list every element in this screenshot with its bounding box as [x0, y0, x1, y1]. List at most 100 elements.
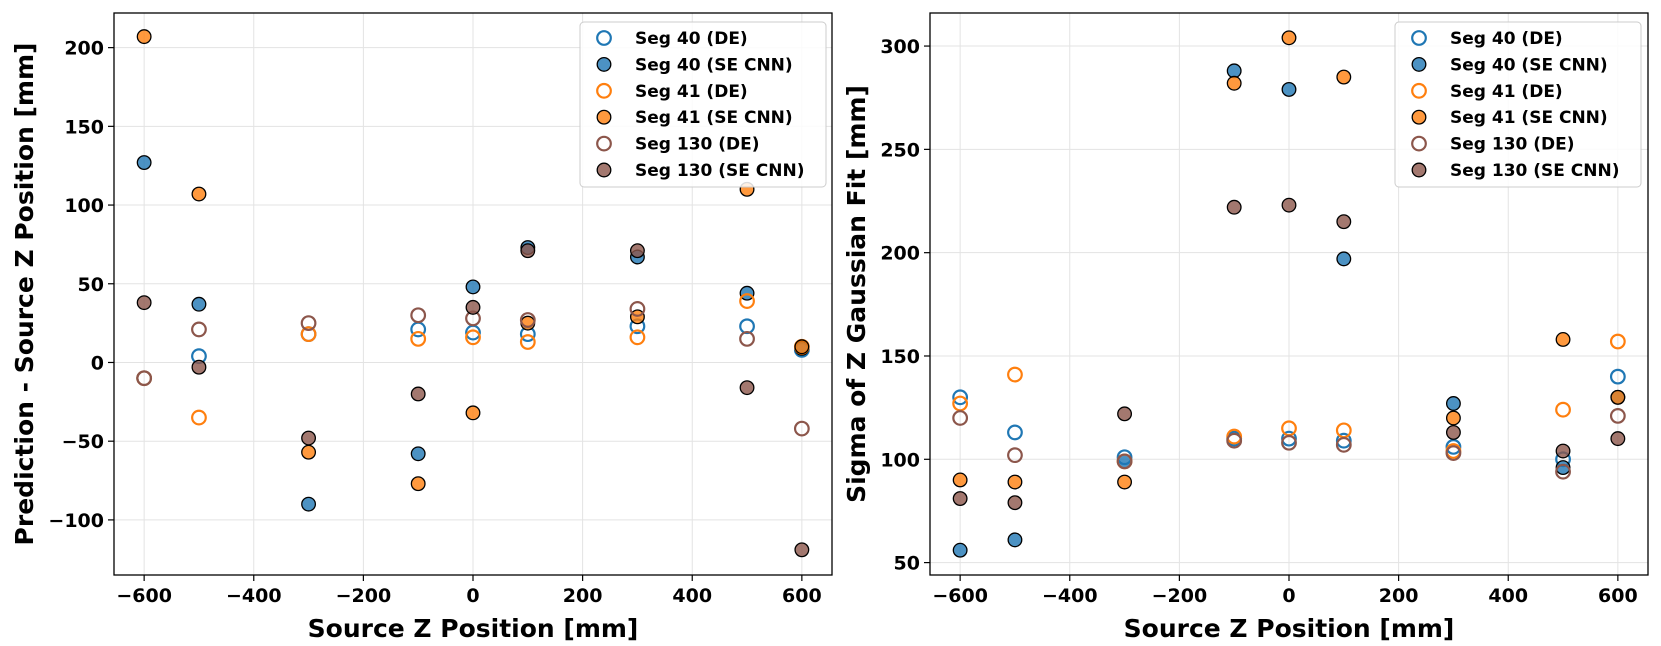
legend: Seg 40 (DE) Seg 40 (SE CNN) Seg 41 (DE) Seg…	[579, 21, 827, 188]
data-point	[1555, 401, 1571, 418]
data-point	[739, 330, 755, 347]
legend-label: Seg 41 (DE)	[1450, 82, 1563, 102]
legend-label: Seg 40 (SE CNN)	[1450, 55, 1608, 75]
legend-label: Seg 130 (SE CNN)	[1450, 161, 1620, 181]
legend-label: Seg 40 (DE)	[1450, 29, 1563, 49]
legend: Seg 40 (DE) Seg 40 (SE CNN) Seg 41 (DE) Seg…	[1394, 21, 1642, 188]
data-point	[739, 380, 755, 396]
data-point	[520, 243, 536, 259]
data-point	[465, 299, 481, 315]
series-seg-130-se-cnn	[952, 197, 1626, 511]
data-point	[1335, 432, 1352, 449]
data-point	[1226, 428, 1243, 445]
data-point	[1336, 69, 1352, 85]
data-point	[300, 315, 317, 332]
y-axis-label: Prediction - Source Z Position [mm]	[10, 43, 39, 546]
data-point	[1336, 251, 1352, 267]
data-point	[1609, 408, 1626, 424]
legend-marker	[1411, 135, 1427, 152]
series-seg-41-se-cnn	[952, 30, 1626, 490]
legend-label: Seg 130 (DE)	[635, 135, 760, 155]
y-tick-label: 150	[880, 346, 920, 368]
data-point	[952, 472, 968, 488]
data-point	[952, 542, 968, 558]
data-point	[136, 295, 152, 311]
data-point	[1007, 532, 1023, 548]
data-point	[1117, 474, 1133, 490]
data-point	[1281, 30, 1297, 46]
x-tick-label: 0	[466, 585, 479, 607]
data-point	[1007, 474, 1023, 490]
data-point	[410, 330, 427, 347]
data-point	[191, 321, 207, 338]
legend-marker	[1411, 109, 1427, 125]
data-point	[952, 491, 968, 507]
data-point	[1609, 333, 1626, 350]
data-point	[465, 279, 481, 295]
data-point	[465, 405, 481, 421]
data-point	[1281, 434, 1297, 451]
data-point	[410, 307, 427, 324]
data-point	[1226, 63, 1242, 79]
x-axis-label: Source Z Position [mm]	[1124, 614, 1455, 643]
y-tick-label: 100	[64, 195, 104, 217]
data-point	[629, 243, 645, 259]
x-tick-label: 200	[563, 585, 603, 607]
data-point	[410, 386, 426, 402]
series-seg-130-se-cnn	[136, 243, 810, 558]
data-point	[191, 359, 207, 375]
data-point	[952, 410, 969, 426]
data-point	[191, 296, 207, 312]
y-axis-label: Sigma of Z Gaussian Fit [mm]	[842, 85, 871, 503]
legend-marker	[596, 56, 612, 72]
data-point	[793, 420, 810, 437]
legend-marker	[1411, 162, 1427, 178]
data-point	[301, 430, 317, 446]
data-point	[1555, 332, 1571, 347]
y-tick-label: 200	[64, 38, 104, 60]
y-tick-label: 0	[91, 352, 104, 374]
y-tick-label: −100	[48, 510, 104, 532]
data-point	[1445, 438, 1462, 455]
data-point	[1555, 460, 1571, 476]
x-tick-label: 600	[782, 585, 822, 607]
data-point	[1007, 447, 1023, 464]
data-point	[1445, 396, 1461, 411]
data-point	[1555, 463, 1571, 480]
legend-marker	[1411, 30, 1427, 46]
x-tick-label: −600	[932, 585, 988, 607]
data-point	[1007, 366, 1023, 383]
data-point	[1445, 424, 1461, 440]
data-point	[300, 326, 317, 343]
data-point	[1007, 424, 1023, 441]
data-point	[1445, 445, 1462, 461]
data-point	[1281, 81, 1297, 97]
data-point	[1335, 436, 1352, 453]
legend-label: Seg 41 (SE CNN)	[635, 108, 793, 128]
x-tick-label: 600	[1598, 585, 1638, 607]
legend-label: Seg 130 (DE)	[1450, 135, 1575, 155]
data-point	[629, 301, 646, 317]
chart-panel-2: −600 −400 −200 0 200 400 600 50 100 150 200 250 300 S…	[842, 12, 1649, 643]
y-tick-label: 250	[880, 139, 920, 161]
y-tick-label: 100	[880, 449, 920, 471]
legend-marker	[596, 30, 612, 46]
data-point	[1226, 199, 1242, 215]
data-point	[465, 329, 481, 346]
data-point	[1610, 431, 1626, 447]
legend-label: Seg 40 (DE)	[635, 29, 748, 49]
data-point	[519, 312, 536, 328]
x-tick-label: 400	[1488, 585, 1528, 607]
y-tick-label: 300	[880, 36, 920, 58]
data-point	[1610, 389, 1626, 405]
data-point	[301, 496, 317, 512]
series-seg-130-de	[952, 408, 1626, 480]
legend-marker	[1411, 56, 1427, 72]
data-point	[410, 476, 426, 492]
series-seg-41-de	[952, 333, 1626, 470]
x-tick-label: 400	[672, 585, 712, 607]
legend-marker	[596, 109, 612, 125]
data-point	[136, 155, 152, 171]
data-point	[1281, 197, 1297, 213]
